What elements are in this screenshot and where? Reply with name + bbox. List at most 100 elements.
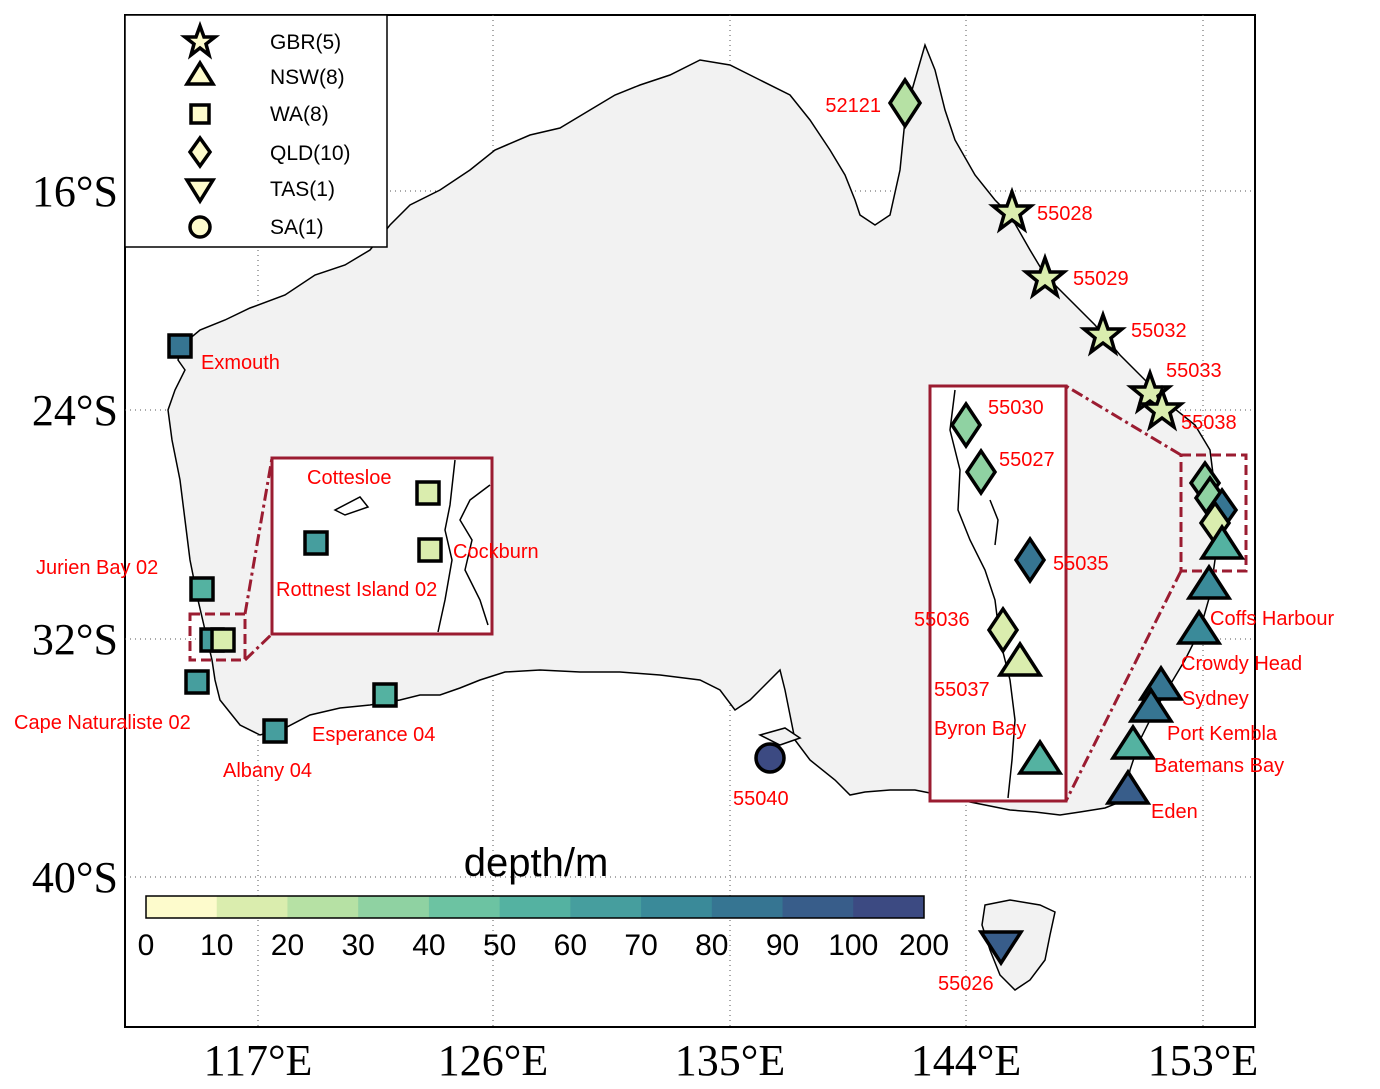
- site-marker-55040: [754, 742, 786, 774]
- kangaroo-island: [757, 727, 802, 746]
- legend-label: WA(8): [270, 103, 329, 126]
- colorbar-cell: [853, 896, 925, 918]
- colorbar-tick-label: 70: [624, 929, 657, 962]
- colorbar-tick-label: 40: [412, 929, 445, 962]
- triangle-down-icon: [183, 178, 217, 205]
- site-marker-jurien-bay: [189, 576, 215, 602]
- inset-marker-55036: [986, 605, 1020, 655]
- inset-site-label: 55037: [934, 679, 990, 701]
- colorbar-ticks: 0 10 20 30 40 50 60 70 80 90 100 200: [138, 929, 949, 962]
- site-marker-eden: [1104, 768, 1152, 805]
- legend-label: SA(1): [270, 216, 324, 239]
- colorbar-tick-label: 20: [271, 929, 304, 962]
- legend-label: GBR(5): [270, 31, 341, 54]
- site-marker-esperance: [372, 682, 398, 708]
- qld-inset: [928, 384, 1248, 803]
- inset-marker-55030: [949, 400, 983, 450]
- lat-label: 24°S: [32, 386, 118, 435]
- site-label: Sydney: [1182, 688, 1249, 710]
- site-label: 55029: [1073, 268, 1129, 290]
- site-label: Jurien Bay 02: [36, 557, 158, 579]
- colorbar-cell: [358, 896, 430, 918]
- site-label: Albany 04: [223, 760, 312, 782]
- inset-site-label: 55036: [914, 609, 970, 631]
- site-label: 55032: [1131, 320, 1187, 342]
- inset-marker-55027: [964, 447, 998, 497]
- legend-label: NSW(8): [270, 66, 345, 89]
- site-marker-cape-naturaliste: [184, 669, 210, 695]
- site-label: Batemans Bay: [1154, 755, 1284, 777]
- site-label: 55026: [938, 973, 994, 995]
- circle-icon: [188, 215, 212, 239]
- lat-label: 40°S: [32, 853, 118, 902]
- inset-marker-byron-bay: [1016, 738, 1064, 775]
- inset-marker-55037: [996, 640, 1044, 677]
- inset-site-label: 55030: [988, 397, 1044, 419]
- site-marker-52121: [887, 76, 923, 130]
- legend-label: QLD(10): [270, 142, 351, 165]
- longitude-labels: 117°E 126°E 135°E 144°E 153°E: [204, 1036, 1259, 1085]
- site-label: Rottnest Island 02: [276, 579, 437, 601]
- site-label: Eden: [1151, 801, 1198, 823]
- colorbar-tick-label: 10: [200, 929, 233, 962]
- lat-label: 16°S: [32, 167, 118, 216]
- colorbar-tick-label: 90: [766, 929, 799, 962]
- wa-inset-source-box: [188, 612, 247, 662]
- site-marker-55033: [1126, 367, 1174, 415]
- colorbar-cell: [428, 896, 501, 918]
- wa-inset-island: [333, 496, 370, 516]
- wa-inset-coast: [459, 484, 491, 626]
- site-label: 55033: [1166, 360, 1222, 382]
- lon-label: 153°E: [1148, 1036, 1258, 1085]
- legend-label: TAS(1): [270, 178, 335, 201]
- site-label: Crowdy Head: [1181, 653, 1302, 675]
- colorbar-tick-label: 100: [828, 929, 878, 962]
- site-marker-crowdy-head: [1175, 608, 1223, 645]
- colorbar-cell: [146, 896, 218, 918]
- inset-site-label: 55027: [999, 449, 1055, 471]
- colorbar-cell: [287, 896, 359, 918]
- colorbar-cell: [570, 896, 642, 918]
- square-icon: [189, 103, 211, 125]
- triangle-up-icon: [183, 59, 217, 86]
- inset-marker-cottesloe: [415, 480, 441, 506]
- qld-inset-coast: [949, 389, 1016, 799]
- colorbar-cell: [782, 896, 854, 918]
- site-marker-albany: [262, 718, 288, 744]
- site-label: 55028: [1037, 203, 1093, 225]
- site-marker-55032: [1079, 309, 1127, 357]
- site-labels: 52121 55028 55029 55032 55033 55038 Exmo…: [14, 95, 1334, 995]
- wa-inset-connector: [243, 632, 274, 662]
- inset-marker-cockburn: [417, 537, 443, 563]
- colorbar-cell: [499, 896, 571, 918]
- qld-inset-frame: [928, 384, 1068, 803]
- site-label: Cottesloe: [307, 467, 392, 489]
- lon-label: 126°E: [438, 1036, 548, 1085]
- colorbar-tick-label: 200: [899, 929, 949, 962]
- site-label: Exmouth: [201, 352, 280, 374]
- lon-label: 144°E: [911, 1036, 1021, 1085]
- site-marker-qld-cluster-5: [1198, 523, 1246, 560]
- colorbar: depth/m 0 10 20 30 40 50 60 70 80 90 100 200: [138, 841, 949, 962]
- wa-inset-coast: [437, 459, 456, 633]
- star-icon: [179, 20, 221, 60]
- site-marker-55026: [977, 930, 1025, 967]
- colorbar-cell: [711, 896, 784, 918]
- qld-inset-connector: [1064, 570, 1183, 802]
- colorbar-cell: [641, 896, 713, 918]
- site-label: Coffs Harbour: [1210, 608, 1334, 630]
- site-label: Port Kembla: [1167, 723, 1278, 745]
- site-label: Esperance 04: [312, 724, 435, 746]
- legend-box: [124, 14, 388, 248]
- site-label: 52121: [825, 95, 881, 117]
- colorbar-cell: [216, 896, 288, 918]
- colorbar-tick-label: 0: [138, 929, 155, 962]
- inset-site-label: Cockburn: [453, 541, 539, 563]
- lat-label: 32°S: [32, 615, 118, 664]
- inset-site-label: 55035: [1053, 553, 1109, 575]
- diamond-icon: [187, 134, 213, 170]
- colorbar-tick-label: 30: [341, 929, 374, 962]
- latitude-labels: 16°S 24°S 32°S 40°S: [32, 167, 118, 902]
- legend: GBR(5) NSW(8) WA(8) QLD(10) TAS(1) SA(1): [124, 14, 388, 248]
